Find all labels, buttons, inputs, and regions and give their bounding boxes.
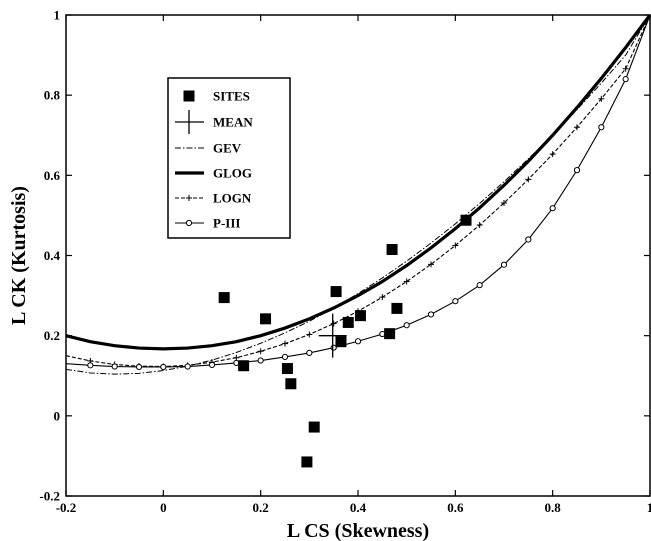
glog-curve	[65, 14, 651, 351]
site-point	[330, 286, 342, 298]
legend: SITES MEAN GEV GLOG LOGN P-III	[167, 77, 291, 239]
logn-point	[428, 261, 434, 268]
legend-label: GEV	[213, 141, 242, 156]
piii-point	[598, 124, 605, 131]
legend-mean-symbol	[175, 110, 204, 134]
y-tick-label: 0.6	[44, 168, 61, 183]
piii-point	[500, 261, 508, 268]
site-point	[301, 456, 313, 468]
piii-point	[135, 363, 143, 371]
site-point	[281, 363, 293, 375]
piii-point	[427, 311, 435, 318]
y-tick-label: 0	[54, 408, 61, 423]
piii-point	[160, 363, 167, 371]
logn-point	[306, 331, 313, 338]
piii-point	[184, 363, 191, 370]
logn-point	[379, 294, 386, 301]
logn-point	[403, 278, 410, 285]
legend-label: P-III	[213, 216, 240, 231]
marker-layer	[87, 65, 629, 468]
mean-point	[318, 313, 347, 358]
legend-sites-symbol	[183, 90, 195, 102]
legend-label: MEAN	[213, 115, 253, 130]
legend-logn-marker	[186, 195, 192, 201]
y-tick-label: 0.2	[44, 328, 60, 343]
piii-point	[306, 349, 313, 357]
piii-point	[476, 282, 483, 289]
legend-label: LOGN	[213, 191, 252, 206]
plot-frame	[65, 14, 651, 497]
y-tick-label: 1	[54, 8, 61, 23]
site-point	[386, 243, 398, 255]
site-point	[335, 336, 347, 348]
y-tick-label: -0.2	[39, 489, 60, 504]
x-tick-label: 0.8	[545, 500, 562, 515]
piii-point	[111, 363, 118, 370]
site-point	[460, 214, 472, 226]
logn-point	[574, 124, 580, 131]
piii-point	[354, 338, 362, 345]
x-tick-label: 0.2	[253, 500, 269, 515]
site-point	[238, 360, 250, 372]
logn-point	[549, 151, 556, 158]
x-tick-label: 0	[160, 500, 167, 515]
logn-point	[622, 65, 629, 72]
logn-point	[452, 242, 459, 249]
site-point	[260, 313, 272, 325]
site-point	[354, 310, 366, 322]
piii-point	[257, 357, 264, 364]
logn-point	[476, 222, 483, 229]
piii-point	[549, 205, 556, 212]
piii-point	[452, 298, 459, 305]
x-tick-label: 0.6	[447, 500, 464, 515]
site-point	[285, 378, 297, 390]
piii-point	[281, 353, 289, 361]
legend-box	[167, 77, 291, 239]
logn-point	[257, 348, 264, 355]
x-axis-label: L CS (Skewness)	[287, 520, 429, 541]
logn-point	[233, 354, 240, 361]
logn-point	[598, 95, 605, 102]
tick-layer: -0.2 0 0.2 0.4 0.6 0.8 1 -0.2 0 0.2 0.4 0.6 0.8 1	[39, 8, 651, 516]
site-point	[342, 316, 354, 328]
site-point	[218, 292, 230, 304]
logn-point	[501, 199, 507, 206]
y-tick-label: 0.8	[44, 88, 61, 103]
piii-point	[208, 361, 216, 369]
x-tick-label: 0.4	[350, 500, 367, 515]
logn-point	[282, 340, 288, 347]
x-tick-label: -0.2	[56, 500, 77, 515]
x-tick-label: 1	[647, 500, 651, 515]
piii-point	[87, 362, 94, 369]
legend-label: GLOG	[213, 166, 252, 181]
site-point	[308, 421, 320, 433]
piii-point	[622, 76, 629, 83]
piii-point	[403, 322, 410, 329]
piii-point	[525, 236, 532, 243]
y-axis-label: L CK (Kurtosis)	[8, 186, 30, 325]
y-tick-label: 0.4	[44, 248, 61, 263]
logn-point	[330, 320, 337, 327]
piii-point	[573, 167, 581, 174]
logn-point	[525, 176, 532, 183]
legend-piii-marker	[185, 219, 193, 227]
site-point	[384, 328, 396, 340]
legend-label: SITES	[213, 89, 250, 104]
site-point	[391, 302, 403, 314]
